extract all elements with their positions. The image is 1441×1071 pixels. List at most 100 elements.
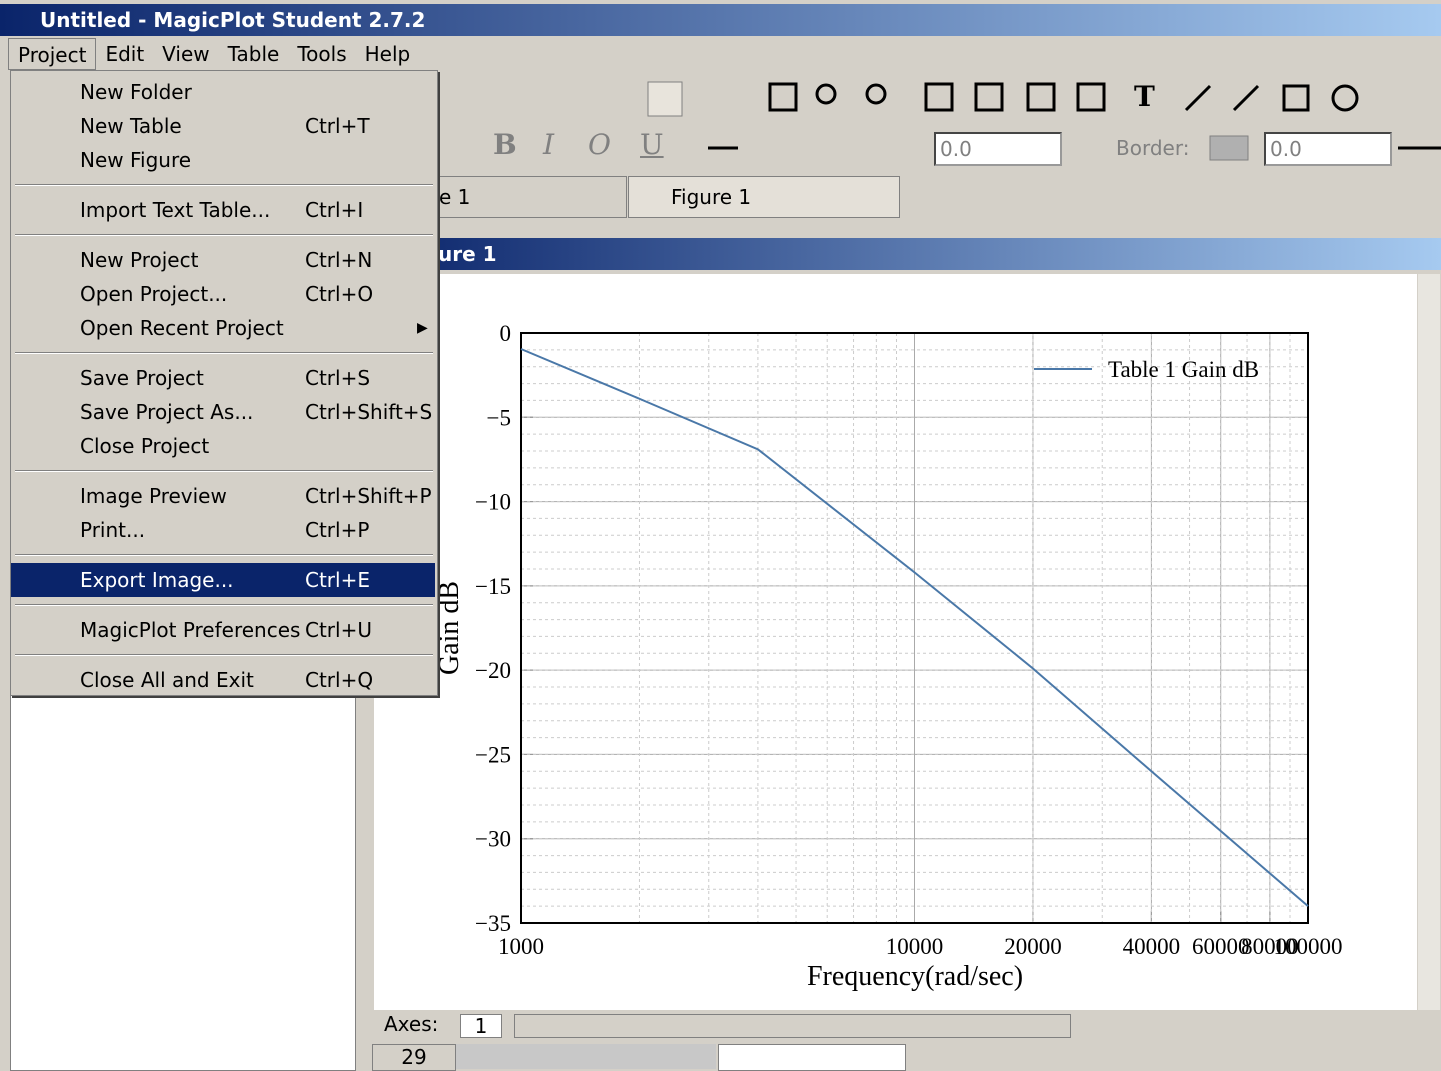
menu-item-label: Close All and Exit — [80, 668, 254, 692]
menu-item[interactable]: Save Project Ctrl+S — [11, 361, 435, 395]
y-tick-label: −35 — [475, 911, 511, 936]
plot-frame — [520, 332, 1309, 924]
plot-area — [374, 274, 1417, 1010]
x-tick-label: 10000 — [886, 934, 944, 959]
legend-label: Table 1 Gain dB — [1108, 357, 1259, 382]
menu-item-shortcut: Ctrl+I — [305, 198, 364, 222]
menu-bar-item[interactable]: View — [162, 42, 210, 66]
menu-item-label: New Project — [80, 248, 199, 272]
border-field[interactable]: 0.0 — [1264, 132, 1392, 166]
menu-bar-item[interactable]: Table — [227, 42, 280, 66]
menu-item-shortcut: Ctrl+E — [305, 568, 370, 592]
menu-bar-item[interactable]: Tools — [297, 42, 347, 66]
window-title: Untitled - MagicPlot Student 2.7.2 — [40, 8, 426, 32]
menu-item-shortcut: Ctrl+Shift+P — [305, 484, 432, 508]
menu-item[interactable]: Close Project — [11, 429, 435, 463]
menu-item-label: Open Recent Project — [80, 316, 284, 340]
menu-separator — [15, 604, 433, 606]
menu-item[interactable]: Image Preview Ctrl+Shift+P — [11, 479, 435, 513]
bold-button[interactable]: B — [493, 128, 517, 161]
menu-item-label: New Folder — [80, 80, 192, 104]
y-tick-label: −10 — [475, 490, 511, 515]
horizontal-scrollbar[interactable] — [514, 1014, 1071, 1038]
toolbar: T B I O U 0.0 Border: 0.0 — [438, 72, 1441, 172]
menu-item[interactable]: Import Text Table... Ctrl+I — [11, 193, 435, 227]
x-tick-label: 1000 — [498, 934, 544, 959]
y-tick-label: −5 — [487, 405, 511, 430]
menu-separator — [15, 184, 433, 186]
y-tick-label: 0 — [500, 321, 512, 346]
menu-separator — [15, 554, 433, 556]
menu-separator — [15, 234, 433, 236]
tab-label: Figure 1 — [671, 185, 752, 209]
menu-item-label: Close Project — [80, 434, 210, 458]
x-tick-label: 40000 — [1123, 934, 1181, 959]
menu-item[interactable]: Open Project... Ctrl+O — [11, 277, 435, 311]
menu-item-shortcut: Ctrl+T — [305, 114, 370, 138]
menu-item-shortcut: Ctrl+U — [305, 618, 372, 642]
menu-item[interactable]: New Project Ctrl+N — [11, 243, 435, 277]
x-axis-label: Frequency(rad/sec) — [807, 961, 1023, 992]
menu-item[interactable]: Save Project As... Ctrl+Shift+S — [11, 395, 435, 429]
axes-field[interactable]: 1 — [460, 1014, 502, 1038]
figure-title-bar: ure 1 — [372, 238, 1441, 270]
menu-item[interactable]: Close All and Exit Ctrl+Q — [11, 663, 435, 697]
menu-item-label: Save Project As... — [80, 400, 254, 424]
menu-separator — [15, 654, 433, 656]
axes-label: Axes: — [384, 1012, 439, 1036]
project-menu: New Folder New Table Ctrl+T New Figure Impor… — [10, 70, 438, 696]
menu-item[interactable]: Open Recent Project ▶ — [11, 311, 435, 345]
menu-item-shortcut: Ctrl+S — [305, 366, 371, 390]
menu-item[interactable]: New Folder — [11, 75, 435, 109]
figure-title: ure 1 — [438, 242, 497, 266]
status-bar: Axes: 1 — [374, 1012, 1417, 1038]
angle-field[interactable]: 0.0 — [934, 132, 1062, 166]
menu-item-label: Import Text Table... — [80, 198, 271, 222]
menu-item-label: MagicPlot Preferences — [80, 618, 301, 642]
y-tick-label: −15 — [475, 574, 511, 599]
x-tick-label: 60000 — [1192, 934, 1250, 959]
title-bar: Untitled - MagicPlot Student 2.7.2 — [0, 4, 1441, 36]
submenu-arrow: ▶ — [417, 320, 428, 336]
row-number: 29 — [401, 1045, 427, 1069]
vertical-scrollbar[interactable] — [1418, 274, 1440, 1010]
menu-separator — [15, 352, 433, 354]
menu-bar-item[interactable]: Project — [8, 38, 97, 70]
menu-item-shortcut: Ctrl+P — [305, 518, 370, 542]
outline-button[interactable]: O — [588, 128, 611, 161]
x-tick-label: 100000 — [1274, 934, 1343, 959]
italic-button[interactable]: I — [543, 128, 555, 161]
x-tick-label: 20000 — [1004, 934, 1062, 959]
menu-item[interactable]: MagicPlot Preferences Ctrl+U — [11, 613, 435, 647]
menu-item[interactable]: Print... Ctrl+P — [11, 513, 435, 547]
x-tick-label: 80000 — [1241, 934, 1299, 959]
table-cell — [718, 1044, 906, 1071]
menu-item[interactable]: New Table Ctrl+T — [11, 109, 435, 143]
border-label: Border: — [1116, 136, 1190, 160]
menu-bar-item[interactable]: Edit — [105, 42, 145, 66]
text-tool[interactable]: T — [1134, 80, 1155, 113]
menu-item-label: New Figure — [80, 148, 192, 172]
menu-item-label: New Table — [80, 114, 182, 138]
tab-label: e 1 — [439, 185, 471, 209]
y-tick-label: −30 — [475, 827, 511, 852]
menu-item[interactable]: Export Image... Ctrl+E — [11, 563, 435, 597]
tab[interactable]: e 1 — [420, 176, 627, 218]
underline-button[interactable]: U — [640, 128, 664, 161]
menu-item-shortcut: Ctrl+Q — [305, 668, 374, 692]
menu-item[interactable]: New Figure — [11, 143, 435, 177]
tab[interactable]: Figure 1 — [628, 176, 900, 218]
menu-bar-item[interactable]: Help — [364, 42, 411, 66]
menu-item-shortcut: Ctrl+O — [305, 282, 374, 306]
menu-item-label: Print... — [80, 518, 146, 542]
menu-item-label: Image Preview — [80, 484, 227, 508]
menu-separator — [15, 470, 433, 472]
menu-item-label: Save Project — [80, 366, 204, 390]
menu-item-shortcut: Ctrl+Shift+S — [305, 400, 433, 424]
menu-item-shortcut: Ctrl+N — [305, 248, 373, 272]
menu-item-label: Open Project... — [80, 282, 228, 306]
y-axis-label: Gain dB — [434, 581, 465, 675]
data-line — [520, 348, 1309, 907]
menu-item-label: Export Image... — [80, 568, 234, 592]
